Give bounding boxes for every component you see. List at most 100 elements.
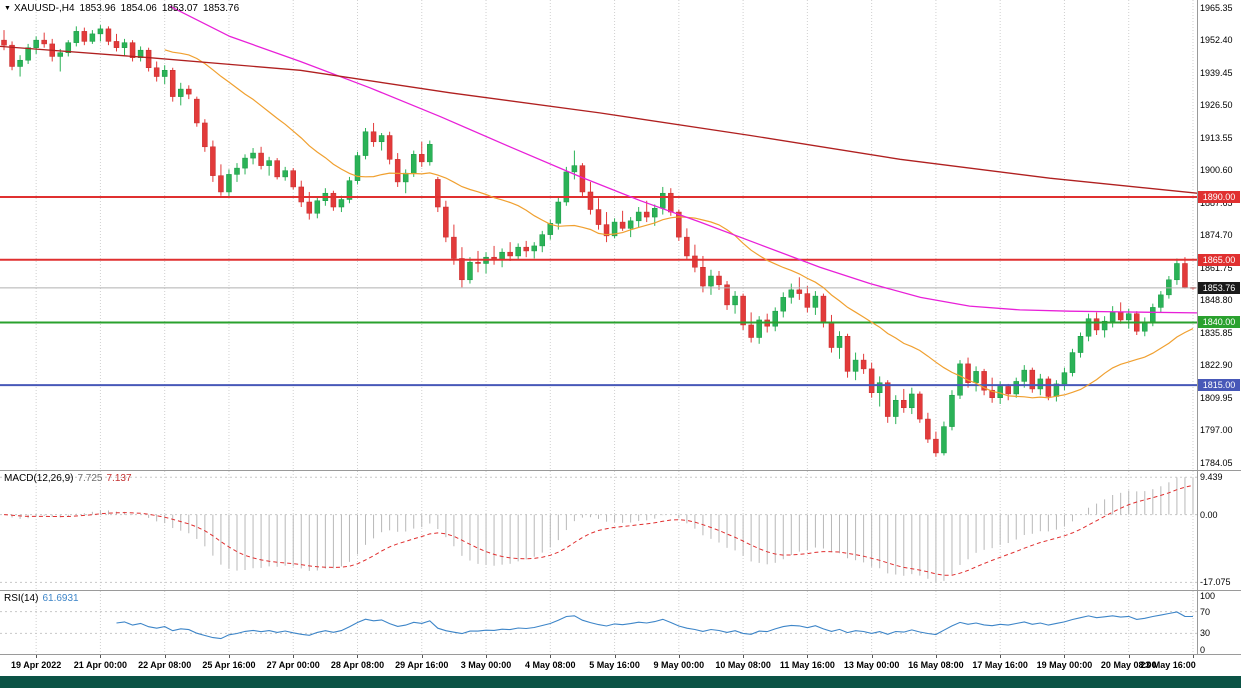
macd-signal-value: 7.137 — [106, 473, 132, 484]
rsi-value: 61.6931 — [42, 593, 79, 604]
main-chart-panel[interactable] — [0, 0, 1197, 470]
time-tick-mark — [293, 655, 295, 658]
time-tick-label: 23 May 16:00 — [1140, 660, 1196, 670]
time-tick-label: 19 May 00:00 — [1036, 660, 1093, 670]
time-tick-mark — [164, 655, 166, 658]
rsi-tick-label: 70 — [1200, 606, 1211, 617]
price-tick-label: 1952.40 — [1200, 35, 1233, 46]
price-tick-label: 1822.90 — [1200, 360, 1233, 371]
time-tick-mark — [743, 655, 745, 658]
time-tick-mark — [1192, 655, 1194, 658]
time-axis[interactable]: 19 Apr 2022 21 Apr 00:00 22 Apr 08:00 25 Ap… — [0, 655, 1241, 676]
time-tick-mark — [486, 655, 488, 658]
price-tick-label: 1861.75 — [1200, 262, 1233, 273]
price-tick-label: 1797.00 — [1200, 425, 1233, 436]
time-tick-label: 19 Apr 2022 — [11, 660, 62, 670]
time-tick-mark — [807, 655, 809, 658]
rsi-line — [116, 611, 1194, 640]
rsi-canvas — [0, 591, 1197, 654]
price-tick-label: 1965.35 — [1200, 2, 1233, 13]
time-tick-mark — [550, 655, 552, 658]
level-price-tag: 1815.00 — [1198, 379, 1240, 392]
level-price-tag: 1840.00 — [1198, 316, 1240, 329]
price-tick-label: 1913.55 — [1200, 132, 1233, 143]
chart-marker-icon: ▼ — [4, 5, 11, 12]
time-tick-label: 21 Apr 00:00 — [73, 660, 128, 670]
rsi-indicator-label: RSI(14) 61.6931 — [4, 593, 83, 604]
time-tick-mark — [935, 655, 937, 658]
time-tick-label: 16 May 08:00 — [908, 660, 964, 670]
macd-canvas — [0, 471, 1197, 590]
macd-rsi-separator — [0, 590, 1241, 591]
time-tick-mark — [357, 655, 359, 658]
time-tick-mark — [100, 655, 102, 658]
chart-header: ▼ XAUUSD-,H4 1853.96 1854.06 1853.07 1853.76 — [4, 3, 244, 14]
axis-vertical-separator — [1197, 0, 1198, 655]
time-tick-label: 11 May 16:00 — [779, 660, 835, 670]
rsi-tick-label: 30 — [1200, 628, 1211, 639]
time-tick-label: 10 May 08:00 — [715, 660, 771, 670]
rsi-panel[interactable] — [0, 591, 1197, 654]
time-tick-mark — [228, 655, 230, 658]
macd-name: MACD(12,26,9) — [4, 473, 74, 484]
macd-signal-line — [3, 484, 1194, 576]
current-price-tag: 1853.76 — [1198, 281, 1240, 294]
rsi-tick-label: 100 — [1200, 591, 1216, 601]
mid-ma-line — [169, 5, 1197, 314]
time-tick-mark — [1128, 655, 1130, 658]
symbol-period-label: XAUUSD-,H4 — [13, 3, 75, 14]
macd-tick-label: -17.075 — [1200, 577, 1231, 588]
time-tick-mark — [1064, 655, 1066, 658]
ohlc-open-value: 1853.96 — [79, 3, 116, 14]
level-price-tag: 1890.00 — [1198, 190, 1240, 203]
time-tick-label: 3 May 00:00 — [460, 660, 512, 670]
price-tick-label: 1900.60 — [1200, 165, 1233, 176]
slow-ma-line — [0, 45, 1197, 194]
price-tick-label: 1939.45 — [1200, 67, 1233, 78]
price-axis[interactable]: 1965.35 1952.40 1939.45 1926.50 1913.55 1900.… — [1197, 0, 1241, 470]
candlestick-canvas — [0, 0, 1197, 470]
time-tick-mark — [678, 655, 680, 658]
time-tick-label: 27 Apr 00:00 — [266, 660, 320, 670]
time-tick-label: 25 Apr 16:00 — [202, 660, 256, 670]
time-tick-label: 29 Apr 16:00 — [395, 660, 449, 670]
time-tick-label: 5 May 16:00 — [589, 660, 640, 670]
time-tick-label: 28 Apr 08:00 — [330, 660, 385, 670]
time-tick-label: 9 May 00:00 — [653, 660, 705, 670]
fast-sma-line — [164, 49, 1194, 399]
price-tick-label: 1835.85 — [1200, 327, 1233, 338]
macd-histogram — [11, 477, 1194, 583]
time-tick-label: 22 Apr 08:00 — [138, 660, 192, 670]
macd-tick-label: 9.439 — [1200, 472, 1223, 483]
ohlc-high-value: 1854.06 — [120, 3, 157, 14]
ohlc-low-value: 1853.07 — [161, 3, 198, 14]
rsi-tick-label: 0 — [1200, 644, 1206, 654]
price-tick-label: 1784.05 — [1200, 457, 1233, 468]
taskbar-strip — [0, 676, 1241, 688]
rsi-axis: 100 70 30 0 — [1197, 591, 1241, 654]
macd-indicator-label: MACD(12,26,9) 7.725 7.137 — [4, 473, 136, 484]
ohlc-close-value: 1853.76 — [202, 3, 240, 14]
time-tick-label: 20 May 08:00 — [1100, 660, 1157, 670]
price-tick-label: 1874.70 — [1200, 230, 1233, 241]
rsi-name: RSI(14) — [4, 593, 39, 604]
macd-main-value: 7.725 — [77, 473, 103, 484]
time-tick-mark — [36, 655, 38, 658]
macd-panel[interactable] — [0, 471, 1197, 590]
macd-tick-label: 0.00 — [1200, 509, 1218, 520]
price-tick-label: 1809.95 — [1200, 392, 1233, 403]
price-tick-label: 1848.80 — [1200, 295, 1233, 306]
time-tick-label: 13 May 00:00 — [843, 660, 900, 670]
price-tick-label: 1926.50 — [1200, 100, 1233, 111]
rsi-time-separator — [0, 654, 1241, 655]
candles-layer — [1, 25, 1196, 457]
macd-axis: 9.439 0.00 -17.075 — [1197, 471, 1241, 590]
time-tick-mark — [421, 655, 423, 658]
level-price-tag: 1865.00 — [1198, 253, 1240, 266]
time-tick-mark — [1000, 655, 1002, 658]
time-tick-label: 17 May 16:00 — [972, 660, 1028, 670]
time-tick-mark — [871, 655, 873, 658]
time-tick-mark — [614, 655, 616, 658]
time-tick-label: 4 May 08:00 — [525, 660, 576, 670]
